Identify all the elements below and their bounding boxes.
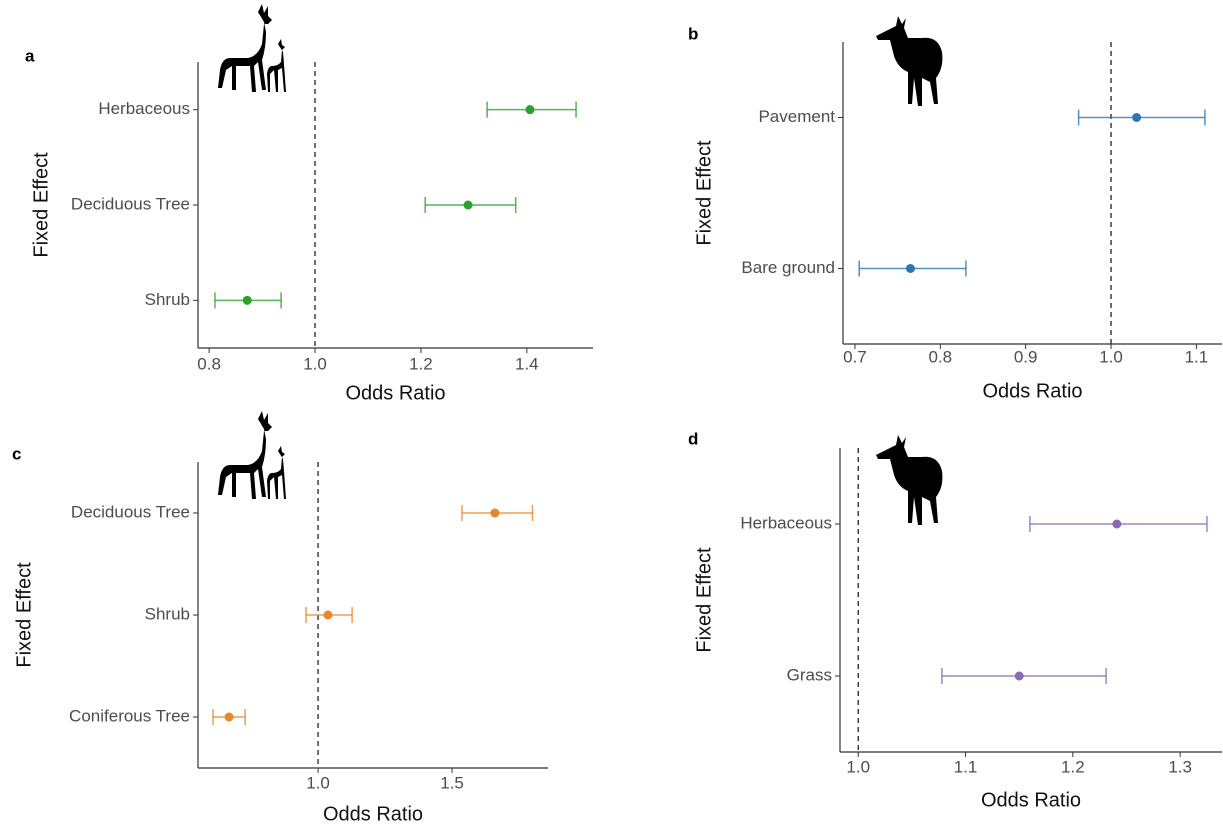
y-axis-title: Fixed Effect bbox=[30, 152, 52, 258]
x-tick-label: 1.1 bbox=[1185, 347, 1209, 366]
point bbox=[525, 105, 534, 114]
x-tick-label: 0.9 bbox=[1014, 347, 1038, 366]
point bbox=[1132, 113, 1141, 122]
deer-icon bbox=[876, 435, 942, 525]
point bbox=[243, 296, 252, 305]
y-tick-label: Coniferous Tree bbox=[69, 706, 190, 725]
y-tick-label: Deciduous Tree bbox=[71, 502, 190, 521]
y-tick-label: Pavement bbox=[758, 107, 835, 126]
y-tick-label: Deciduous Tree bbox=[71, 194, 190, 213]
figure: 0.8 1.0 1.2 1.4 a Odds Ratio Fixed Effect Herba… bbox=[0, 0, 1223, 828]
point bbox=[1112, 520, 1121, 529]
y-tick-label: Grass bbox=[787, 665, 832, 684]
page: {"chart_data": [ {"type": "forest", "pan… bbox=[0, 0, 1223, 828]
x-tick-label: 0.8 bbox=[197, 354, 221, 373]
x-axis-title: Odds Ratio bbox=[345, 382, 445, 404]
point bbox=[225, 713, 234, 722]
y-tick-label: Bare ground bbox=[741, 258, 835, 277]
y-axis-title: Fixed Effect bbox=[13, 562, 35, 668]
x-tick-label: 1.4 bbox=[515, 354, 539, 373]
x-tick-label: 1.0 bbox=[306, 773, 330, 792]
y-axis-title: Fixed Effect bbox=[693, 547, 715, 653]
y-axis-title: Fixed Effect bbox=[693, 140, 715, 246]
deer-icon bbox=[218, 411, 286, 499]
point bbox=[1015, 672, 1024, 681]
y-tick-label: Shrub bbox=[145, 290, 190, 309]
point bbox=[906, 264, 915, 273]
y-tick-label: Shrub bbox=[145, 604, 190, 623]
x-tick-label: 0.8 bbox=[928, 347, 952, 366]
panel-label: c bbox=[12, 444, 21, 463]
x-axis-title: Odds Ratio bbox=[982, 380, 1082, 402]
y-tick-label: Herbaceous bbox=[98, 99, 190, 118]
panel-label: d bbox=[688, 429, 698, 448]
x-tick-label: 1.3 bbox=[1168, 757, 1192, 776]
deer-icon bbox=[218, 4, 286, 92]
panel-label: b bbox=[688, 24, 698, 43]
x-tick-label: 1.5 bbox=[440, 773, 464, 792]
point bbox=[490, 509, 499, 518]
x-tick-label: 1.0 bbox=[1099, 347, 1123, 366]
x-tick-label: 1.2 bbox=[409, 354, 433, 373]
point bbox=[323, 611, 332, 620]
panel-label: a bbox=[25, 46, 35, 65]
deer-icon bbox=[876, 16, 942, 106]
point bbox=[464, 201, 473, 210]
x-axis-title: Odds Ratio bbox=[981, 789, 1081, 811]
x-tick-label: 1.1 bbox=[954, 757, 978, 776]
x-tick-label: 1.0 bbox=[303, 354, 327, 373]
y-tick-label: Herbaceous bbox=[740, 513, 832, 532]
x-tick-label: 1.2 bbox=[1061, 757, 1085, 776]
x-axis-title: Odds Ratio bbox=[323, 803, 423, 825]
x-tick-label: 0.7 bbox=[843, 347, 867, 366]
x-tick-label: 1.0 bbox=[846, 757, 870, 776]
